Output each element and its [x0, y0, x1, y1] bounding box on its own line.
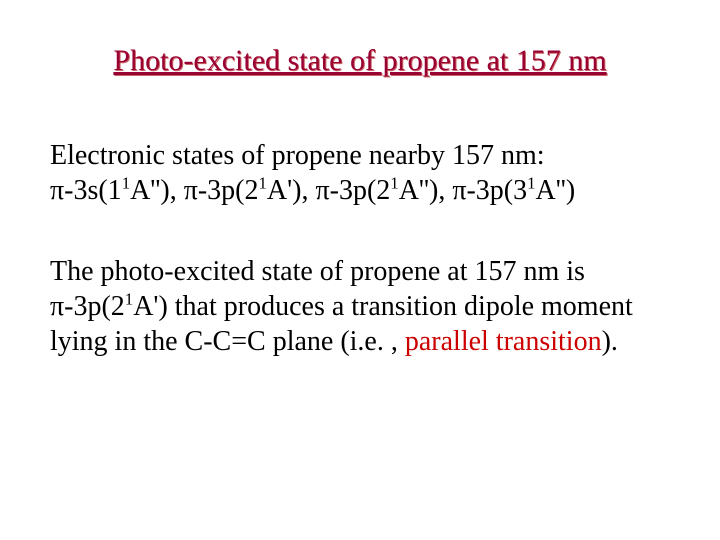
p1-line1: Electronic states of propene nearby 157 … — [50, 140, 545, 171]
p1-state1-a: π-3s(1 — [50, 175, 122, 206]
p2-highlight: parallel transition — [405, 326, 602, 357]
p1-state3-sup: 1 — [390, 174, 398, 193]
p1-state3-a: π-3p(2 — [316, 175, 391, 206]
p1-state1-c: A''), — [130, 175, 184, 206]
paragraph-2: The photo-excited state of propene at 15… — [50, 254, 670, 359]
p2-t3: ). — [602, 326, 618, 357]
p1-state2-c: A'), — [267, 175, 316, 206]
p2-state-sup: 1 — [125, 290, 133, 309]
p2-t1: The photo-excited state of propene at 15… — [50, 256, 585, 287]
p1-state3-c: A''), — [399, 175, 453, 206]
p2-state-a: π-3p(2 — [50, 291, 125, 322]
paragraph-1: Electronic states of propene nearby 157 … — [50, 138, 670, 208]
slide-title: Photo-excited state of propene at 157 nm — [50, 44, 670, 78]
p1-state4-a: π-3p(3 — [452, 175, 527, 206]
p2-state-c: A') — [133, 291, 168, 322]
p1-state4-sup: 1 — [527, 174, 535, 193]
p1-state2-sup: 1 — [259, 174, 267, 193]
p1-state1-sup: 1 — [122, 174, 130, 193]
slide: Photo-excited state of propene at 157 nm… — [0, 0, 720, 540]
p1-state4-c: A'') — [536, 175, 576, 206]
p1-state2-a: π-3p(2 — [184, 175, 259, 206]
